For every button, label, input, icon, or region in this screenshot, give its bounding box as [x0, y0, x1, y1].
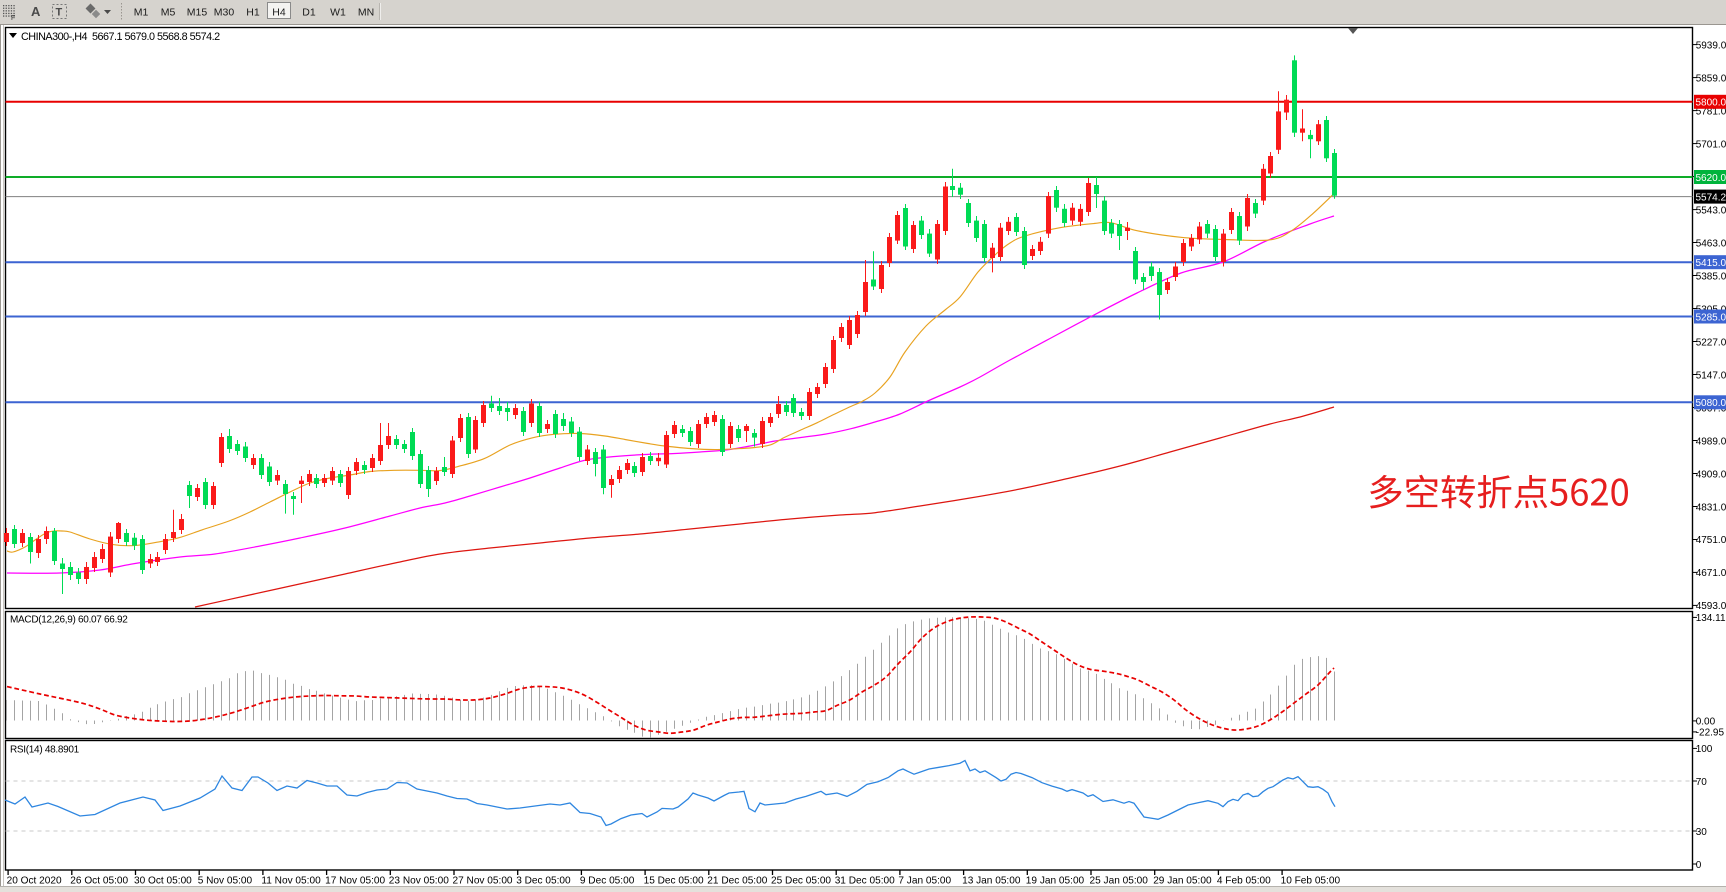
svg-text:M1: M1 [134, 7, 149, 19]
svg-text:4989.0: 4989.0 [1696, 436, 1726, 447]
svg-text:5227.0: 5227.0 [1696, 337, 1726, 348]
svg-text:9 Dec 05:00: 9 Dec 05:00 [580, 876, 635, 887]
svg-text:5415.0: 5415.0 [1696, 258, 1726, 269]
svg-text:4 Feb 05:00: 4 Feb 05:00 [1217, 876, 1271, 887]
svg-text:H1: H1 [246, 7, 260, 19]
svg-text:5543.0: 5543.0 [1696, 205, 1726, 216]
svg-text:30 Oct 05:00: 30 Oct 05:00 [134, 876, 192, 887]
svg-text:5859.0: 5859.0 [1696, 73, 1726, 84]
svg-text:10 Feb 05:00: 10 Feb 05:00 [1281, 876, 1341, 887]
svg-text:5574.2: 5574.2 [1696, 193, 1726, 204]
svg-text:F: F [11, 15, 15, 22]
svg-text:20 Oct 2020: 20 Oct 2020 [7, 876, 62, 887]
svg-text:30: 30 [1696, 827, 1708, 838]
svg-text:7 Jan 05:00: 7 Jan 05:00 [898, 876, 951, 887]
svg-text:25 Dec 05:00: 25 Dec 05:00 [771, 876, 831, 887]
svg-text:5781.0: 5781.0 [1696, 106, 1726, 117]
svg-text:CHINA300-,H4 5667.1 5679.0 55: CHINA300-,H4 5667.1 5679.0 5568.8 5574.2 [21, 31, 220, 43]
svg-text:5800.0: 5800.0 [1696, 98, 1726, 109]
svg-text:MN: MN [358, 7, 374, 19]
svg-text:W1: W1 [330, 7, 346, 19]
svg-text:A: A [31, 4, 41, 19]
svg-text:5701.0: 5701.0 [1696, 139, 1726, 150]
svg-text:M30: M30 [214, 7, 235, 19]
svg-text:26 Oct 05:00: 26 Oct 05:00 [70, 876, 128, 887]
svg-text:31 Dec 05:00: 31 Dec 05:00 [835, 876, 895, 887]
svg-text:MACD(12,26,9) 60.07 66.92: MACD(12,26,9) 60.07 66.92 [10, 615, 128, 626]
svg-text:5 Nov 05:00: 5 Nov 05:00 [198, 876, 253, 887]
svg-text:70: 70 [1696, 777, 1708, 788]
svg-text:134.11: 134.11 [1696, 613, 1726, 624]
svg-text:4751.0: 4751.0 [1696, 535, 1726, 546]
svg-text:21 Dec 05:00: 21 Dec 05:00 [707, 876, 767, 887]
svg-text:0: 0 [1696, 860, 1702, 871]
svg-text:19 Jan 05:00: 19 Jan 05:00 [1026, 876, 1085, 887]
svg-text:11 Nov 05:00: 11 Nov 05:00 [261, 876, 321, 887]
svg-text:15 Dec 05:00: 15 Dec 05:00 [644, 876, 704, 887]
svg-text:-22.95: -22.95 [1696, 728, 1725, 739]
svg-text:5463.0: 5463.0 [1696, 238, 1726, 249]
svg-text:H4: H4 [272, 7, 286, 19]
svg-text:23 Nov 05:00: 23 Nov 05:00 [389, 876, 449, 887]
svg-text:D1: D1 [302, 7, 316, 19]
svg-text:4909.0: 4909.0 [1696, 469, 1726, 480]
svg-text:13 Jan 05:00: 13 Jan 05:00 [962, 876, 1021, 887]
svg-text:5939.0: 5939.0 [1696, 40, 1726, 51]
svg-text:3 Dec 05:00: 3 Dec 05:00 [516, 876, 571, 887]
svg-text:5147.0: 5147.0 [1696, 370, 1726, 381]
svg-text:4671.0: 4671.0 [1696, 568, 1726, 579]
svg-text:5385.0: 5385.0 [1696, 271, 1726, 282]
svg-text:25 Jan 05:00: 25 Jan 05:00 [1090, 876, 1149, 887]
svg-text:RSI(14) 48.8901: RSI(14) 48.8901 [10, 745, 80, 756]
svg-text:0.00: 0.00 [1696, 717, 1716, 728]
svg-text:4593.0: 4593.0 [1696, 601, 1726, 612]
svg-text:17 Nov 05:00: 17 Nov 05:00 [325, 876, 385, 887]
svg-text:5620.0: 5620.0 [1696, 173, 1726, 184]
svg-text:M15: M15 [187, 7, 208, 19]
svg-text:100: 100 [1696, 744, 1713, 755]
svg-text:4831.0: 4831.0 [1696, 502, 1726, 513]
svg-text:M5: M5 [161, 7, 176, 19]
svg-text:5285.0: 5285.0 [1696, 312, 1726, 323]
svg-text:5080.0: 5080.0 [1696, 398, 1726, 409]
svg-text:T: T [56, 7, 63, 19]
svg-text:27 Nov 05:00: 27 Nov 05:00 [453, 876, 513, 887]
svg-text:29 Jan 05:00: 29 Jan 05:00 [1153, 876, 1212, 887]
